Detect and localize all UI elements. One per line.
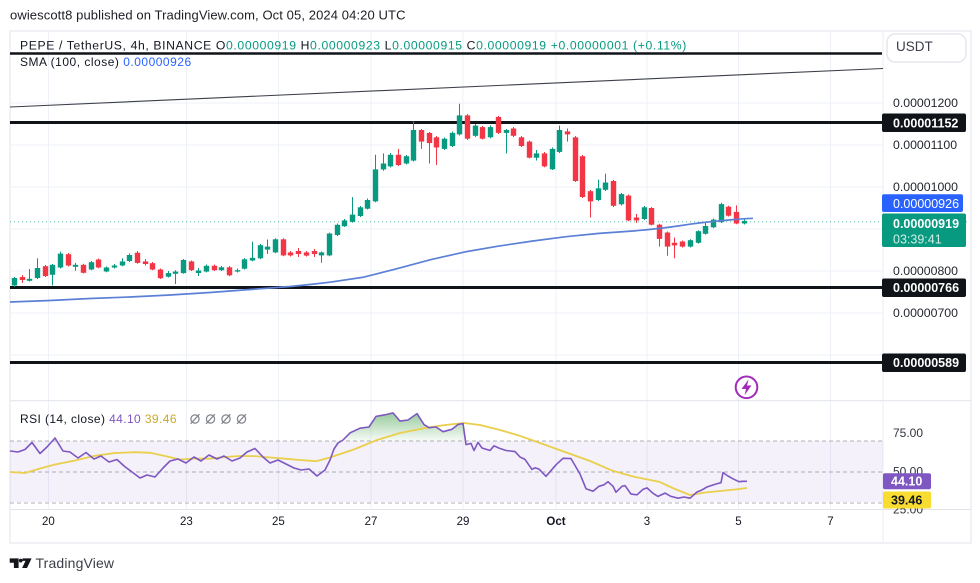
svg-text:0.00001152: 0.00001152 (893, 116, 958, 130)
svg-text:27: 27 (365, 516, 378, 528)
svg-text:0.00000766: 0.00000766 (893, 281, 959, 295)
svg-text:0.00001100: 0.00001100 (893, 138, 957, 152)
svg-text:7: 7 (827, 516, 833, 528)
svg-text:owiescott8 published on Tradin: owiescott8 published on TradingView.com,… (10, 8, 406, 23)
svg-text:29: 29 (457, 516, 470, 528)
svg-text:0.00000926: 0.00000926 (893, 197, 959, 211)
svg-text:PEPE / TetherUS, 4h, BINANCE: PEPE / TetherUS, 4h, BINANCE O0.00000919… (20, 39, 687, 53)
svg-text:USDT: USDT (896, 39, 933, 54)
svg-text:03:39:41: 03:39:41 (893, 233, 942, 247)
svg-text:25: 25 (272, 516, 285, 528)
svg-text:20: 20 (42, 516, 55, 528)
svg-text:0.00000800: 0.00000800 (893, 264, 958, 278)
svg-text:RSI (14, close) 44.10 39.46: RSI (14, close) 44.10 39.46 (20, 412, 177, 426)
svg-text:44.10: 44.10 (891, 475, 922, 489)
svg-text:0.00001200: 0.00001200 (893, 96, 958, 110)
svg-text:0.00000700: 0.00000700 (893, 306, 958, 320)
svg-text:23: 23 (180, 516, 193, 528)
svg-text:3: 3 (644, 516, 650, 528)
svg-text:75.00: 75.00 (893, 426, 923, 440)
svg-text:TradingView: TradingView (36, 555, 115, 571)
svg-text:0.00000919: 0.00000919 (893, 217, 959, 231)
svg-text:Oct: Oct (546, 516, 565, 528)
svg-text:39.46: 39.46 (891, 493, 922, 507)
svg-text:5: 5 (735, 516, 741, 528)
svg-text:0.00001000: 0.00001000 (893, 180, 958, 194)
svg-text:SMA (100, close) 0.00000926: SMA (100, close) 0.00000926 (20, 55, 192, 69)
svg-text:0.00000589: 0.00000589 (893, 356, 959, 370)
